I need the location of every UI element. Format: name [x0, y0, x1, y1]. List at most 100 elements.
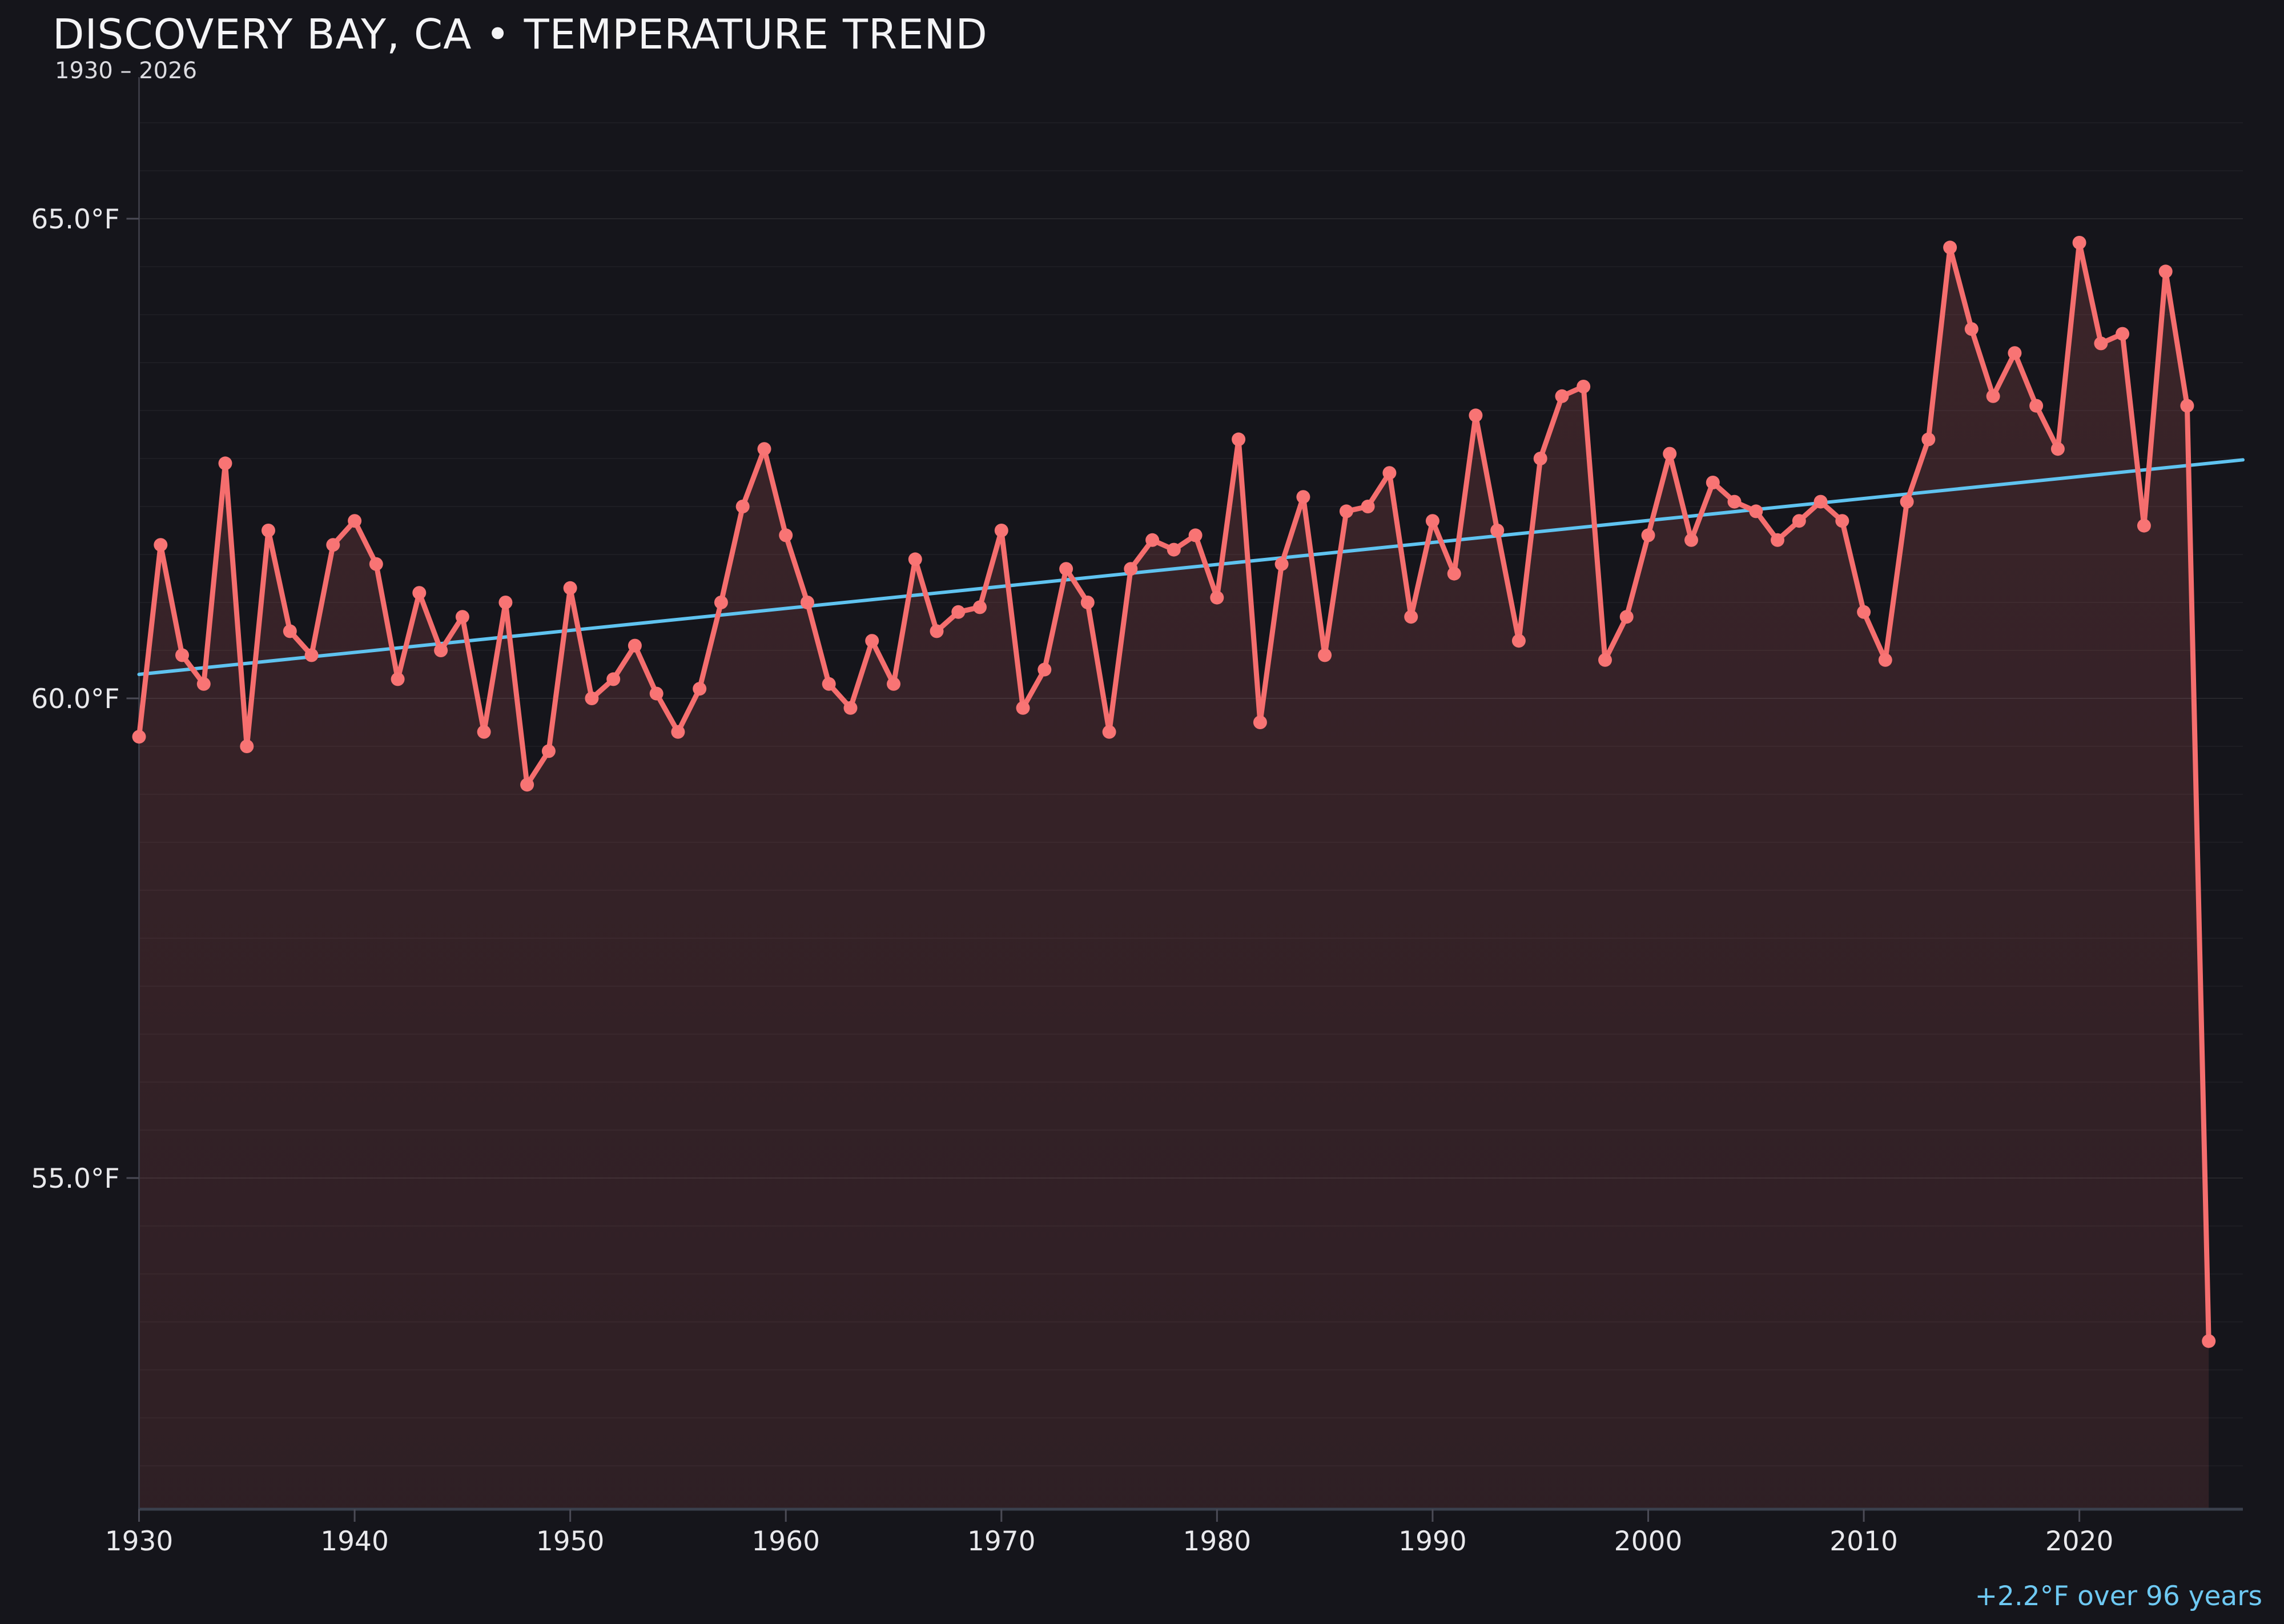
data-point [563, 581, 577, 595]
data-point [887, 677, 900, 691]
data-point [1253, 715, 1267, 729]
data-point [2158, 264, 2173, 279]
x-tick-label: 1940 [320, 1526, 389, 1557]
data-point [1727, 495, 1742, 509]
data-point [1124, 562, 1138, 576]
data-point [1598, 653, 1612, 667]
data-point [843, 701, 858, 715]
data-point [606, 672, 621, 686]
data-point [1706, 476, 1720, 489]
data-point [1619, 610, 1634, 624]
area-fill [139, 243, 2209, 1509]
data-point [951, 605, 966, 619]
y-tick-label: 65.0°F [31, 204, 119, 235]
data-point [1813, 495, 1828, 509]
data-point [908, 552, 922, 566]
trend-annotation: +2.2°F over 96 years [1975, 1581, 2262, 1612]
data-point [326, 538, 340, 552]
tick-label-layer: 65.0°F 60.0°F 55.0°F 1930 1940 1950 1960 1970 19… [31, 204, 2113, 1557]
data-point [1900, 495, 1914, 509]
data-point [649, 686, 664, 701]
data-point [1404, 610, 1418, 624]
data-point [1943, 240, 1957, 255]
data-point [1792, 514, 1806, 528]
data-point [1059, 562, 1073, 576]
data-point [132, 730, 146, 744]
x-tick-label: 1970 [967, 1526, 1036, 1557]
data-point [585, 692, 599, 705]
data-point [455, 610, 469, 624]
data-point [1469, 408, 1483, 423]
data-point [2202, 1334, 2216, 1348]
data-point [1511, 634, 1526, 648]
area-fill-layer [139, 243, 2209, 1509]
data-point [434, 644, 448, 657]
data-point [1771, 533, 1784, 547]
data-point [801, 596, 814, 609]
data-point [2029, 399, 2044, 413]
data-point [2072, 236, 2086, 250]
data-point [1296, 490, 1310, 504]
data-point [1663, 447, 1677, 461]
data-point [412, 586, 427, 600]
data-point [757, 442, 771, 456]
data-point [1038, 662, 1052, 677]
data-point [1921, 432, 1936, 447]
data-point [1490, 524, 1505, 537]
x-tick-label: 1950 [536, 1526, 605, 1557]
data-point [1188, 528, 1203, 542]
data-point [2050, 442, 2065, 456]
data-point [498, 596, 513, 609]
data-point [1382, 466, 1397, 480]
data-point [520, 778, 534, 792]
page-subtitle: 1930 – 2026 [55, 58, 198, 84]
data-point [1641, 528, 1655, 542]
data-point [1857, 605, 1871, 619]
data-point [369, 557, 383, 571]
data-point [1274, 557, 1289, 571]
data-point [541, 744, 556, 758]
data-point [1964, 322, 1979, 336]
data-point [714, 596, 728, 609]
data-point [1835, 514, 1849, 528]
page-title: DISCOVERY BAY, CA • TEMPERATURE TREND [53, 10, 988, 58]
data-point [154, 538, 168, 552]
x-tick-label: 1980 [1183, 1526, 1252, 1557]
data-point [1684, 533, 1698, 547]
data-point [2180, 399, 2194, 413]
data-point [671, 725, 685, 739]
x-tick-label: 1960 [751, 1526, 820, 1557]
trend-line-layer [137, 458, 2245, 676]
x-tick-label: 2010 [1829, 1526, 1898, 1557]
data-point [973, 600, 987, 614]
data-point-layer [132, 236, 2216, 1348]
axis-layer [126, 77, 2243, 1522]
data-point [1425, 514, 1439, 528]
data-point [1577, 380, 1591, 393]
data-point [196, 677, 211, 691]
data-point [391, 672, 405, 686]
data-point [1986, 389, 2000, 403]
y-tick-label: 60.0°F [31, 684, 119, 715]
data-point [693, 682, 707, 696]
data-point [1339, 504, 1353, 518]
x-tick-label: 2000 [1614, 1526, 1683, 1557]
x-tick-label: 2020 [2045, 1526, 2114, 1557]
x-tick-label: 1990 [1398, 1526, 1467, 1557]
data-point [735, 500, 750, 513]
data-point [1080, 596, 1095, 609]
data-point [822, 677, 836, 691]
data-point [1361, 500, 1375, 513]
data-point [2008, 346, 2022, 360]
data-point [240, 739, 254, 753]
y-tick-label: 55.0°F [31, 1163, 119, 1195]
trend-line [137, 458, 2245, 676]
data-point [262, 524, 275, 537]
data-point [1016, 701, 1030, 715]
data-point [2094, 336, 2108, 351]
x-tick-label: 1930 [105, 1526, 174, 1557]
data-point [1318, 648, 1332, 662]
data-point [994, 524, 1008, 537]
